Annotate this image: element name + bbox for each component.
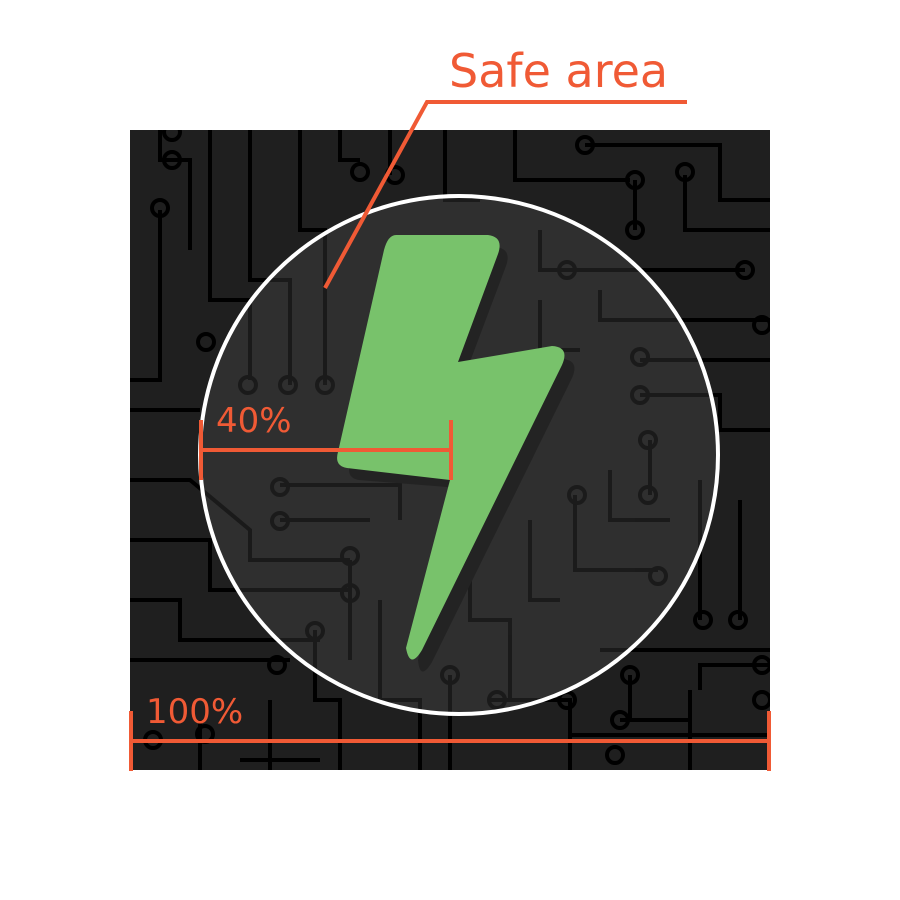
circuit-pad	[638, 430, 658, 450]
circuit-pad	[270, 477, 290, 497]
circuit-trace	[608, 470, 670, 522]
circuit-trace	[200, 478, 350, 562]
circuit-pad	[752, 315, 770, 335]
circuit-trace	[528, 520, 560, 602]
circuit-pad	[487, 690, 507, 710]
circuit-pad	[162, 130, 182, 142]
circuit-trace	[573, 495, 658, 572]
circuit-pad	[638, 485, 658, 505]
circuit-pad	[610, 710, 630, 730]
circuit-trace	[640, 393, 718, 432]
circuit-pad	[735, 260, 755, 280]
circuit-trace	[338, 130, 360, 162]
circuit-trace	[468, 560, 512, 700]
measure-40-label: 40%	[216, 401, 292, 441]
circuit-trace	[683, 175, 770, 232]
circuit-pad	[620, 665, 640, 685]
circuit-pad	[630, 347, 650, 367]
circuit-pad	[440, 665, 460, 685]
circuit-trace	[443, 196, 480, 202]
circuit-pad	[340, 546, 360, 566]
measure-40: 40%	[199, 401, 453, 480]
circuit-pad	[196, 332, 216, 352]
circuit-trace	[158, 130, 192, 250]
circuit-pad	[270, 511, 290, 531]
circuit-pad	[625, 170, 645, 190]
circuit-trace	[513, 130, 630, 182]
circuit-pad	[150, 198, 170, 218]
circuit-pad	[675, 162, 695, 182]
circuit-pad	[557, 260, 577, 280]
circuit-pad	[630, 385, 650, 405]
circuit-trace	[280, 483, 402, 520]
circuit-pad	[752, 655, 770, 675]
circuit-pad	[305, 621, 325, 641]
circuit-pad	[278, 375, 298, 395]
circuit-pad	[575, 135, 595, 155]
circuit-pad	[728, 610, 748, 630]
circuit-trace	[130, 598, 320, 642]
circuit-pad	[340, 583, 360, 603]
measure-100: 100%	[129, 692, 771, 771]
circuit-pad	[648, 566, 668, 586]
circuit-trace	[378, 600, 422, 714]
measure-100-label: 100%	[146, 692, 243, 732]
circuit-trace	[585, 143, 770, 202]
circuit-pad	[752, 690, 770, 710]
circuit-pad	[625, 220, 645, 240]
circuit-pad	[315, 375, 335, 395]
circuit-pad	[238, 375, 258, 395]
circuit-pad	[693, 610, 713, 630]
circuit-trace	[698, 663, 770, 690]
circuit-pad	[567, 485, 587, 505]
circuit-pad	[267, 655, 287, 675]
callout-leader-line	[323, 100, 687, 289]
safe-area-callout: Safe area	[323, 44, 687, 289]
circuit-pad	[350, 162, 370, 182]
circuit-trace	[130, 210, 162, 382]
circuit-pad	[162, 150, 182, 170]
safe-area-label: Safe area	[449, 44, 668, 98]
circuit-pad	[605, 745, 625, 765]
